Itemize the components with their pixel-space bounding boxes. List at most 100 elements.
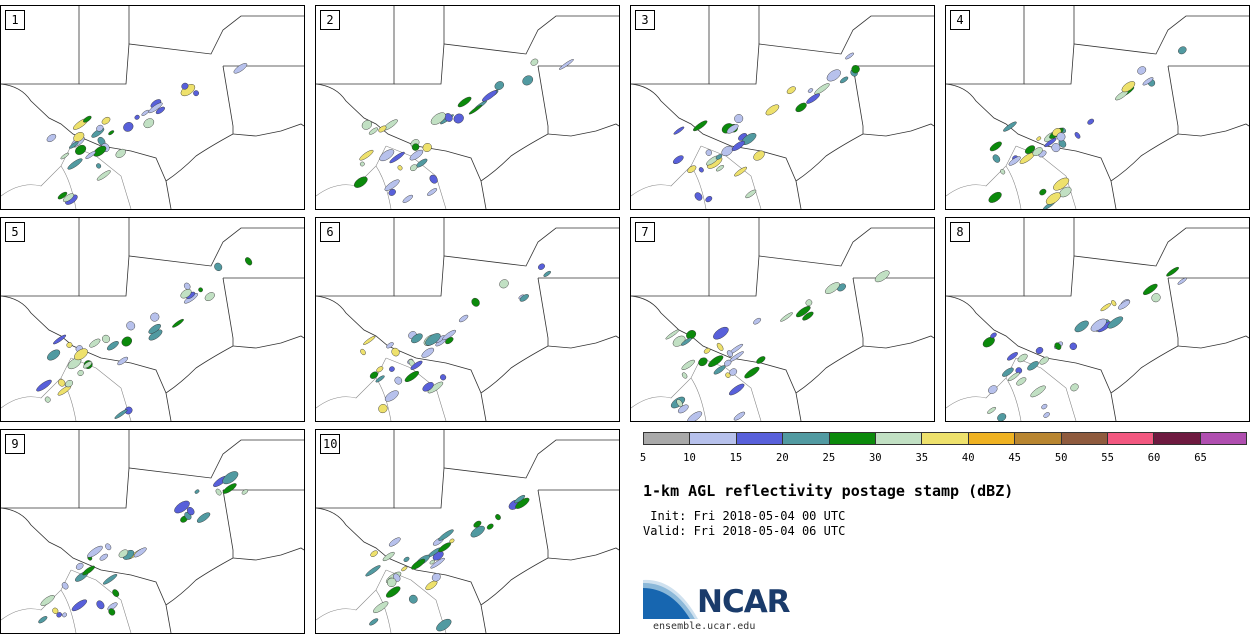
boundary-line xyxy=(547,335,619,349)
reflectivity-cell xyxy=(694,192,703,201)
colorbar-bin xyxy=(1200,433,1247,444)
reflectivity-cell xyxy=(686,330,697,340)
reflectivity-colorbar xyxy=(643,432,1247,445)
stamp-panel-1: 1 xyxy=(0,5,305,210)
colorbar-bin xyxy=(829,433,876,444)
reflectivity-cell xyxy=(470,525,485,538)
reflectivity-cell xyxy=(1121,81,1136,93)
boundary-line xyxy=(709,15,934,85)
reflectivity-cell xyxy=(117,356,129,366)
boundary-line xyxy=(232,547,304,561)
reflectivity-cell xyxy=(141,109,150,116)
boundary-line xyxy=(1177,123,1249,137)
reflectivity-cell xyxy=(988,385,998,394)
reflectivity-cell xyxy=(82,565,95,576)
reflectivity-cell xyxy=(744,366,760,379)
reflectivity-cell xyxy=(422,143,432,152)
reflectivity-cell xyxy=(427,381,444,394)
reflectivity-cell xyxy=(1051,143,1061,153)
reflectivity-cell xyxy=(353,176,368,188)
colorbar-tick-label: 10 xyxy=(683,452,696,464)
reflectivity-cell xyxy=(198,287,203,293)
boundary-line xyxy=(480,557,549,606)
reflectivity-cell xyxy=(359,161,365,167)
reflectivity-cell xyxy=(421,347,435,358)
county-line xyxy=(60,589,77,633)
reflectivity-cell xyxy=(359,149,374,161)
reflectivity-cell xyxy=(60,152,70,160)
county-line xyxy=(946,357,1017,409)
reflectivity-cell xyxy=(495,514,501,521)
ncar-logo-icon xyxy=(643,579,698,619)
reflectivity-cell xyxy=(233,63,248,74)
reflectivity-cell xyxy=(401,566,408,572)
boundary-line xyxy=(480,133,549,182)
reflectivity-cell xyxy=(384,179,400,191)
reflectivity-cell xyxy=(368,127,379,135)
map-area xyxy=(1,218,304,421)
reflectivity-cell xyxy=(222,471,239,485)
reflectivity-cell xyxy=(716,342,724,351)
reflectivity-cell xyxy=(733,411,746,421)
colorbar-bin xyxy=(644,433,691,444)
county-line xyxy=(1,145,72,197)
reflectivity-cell xyxy=(66,342,73,348)
reflectivity-cell xyxy=(425,333,441,346)
reflectivity-cell xyxy=(361,120,373,130)
colorbar-bin xyxy=(1015,433,1062,444)
reflectivity-cell xyxy=(204,292,215,302)
reflectivity-cell xyxy=(96,163,102,169)
reflectivity-cell xyxy=(458,314,469,323)
boundary-line xyxy=(631,83,802,209)
reflectivity-cell xyxy=(715,165,725,172)
reflectivity-cell xyxy=(403,556,410,562)
boundary-line xyxy=(480,345,549,394)
boundary-line xyxy=(547,123,619,137)
reflectivity-cell xyxy=(802,311,814,321)
reflectivity-cell xyxy=(438,529,454,541)
colorbar-bin xyxy=(922,433,969,444)
reflectivity-cell xyxy=(386,577,397,588)
county-line xyxy=(316,357,387,409)
reflectivity-cell xyxy=(389,151,405,164)
colorbar-tick-label: 30 xyxy=(868,452,882,464)
reflectivity-cell xyxy=(1142,77,1154,86)
colorbar-ticks: 5 10 15 20 25 30 35 40 45 50 55 60 65 xyxy=(640,452,1247,466)
reflectivity-cell xyxy=(806,93,820,104)
reflectivity-cell xyxy=(40,595,55,606)
county-line xyxy=(1015,145,1077,209)
colorbar-bin xyxy=(736,433,784,444)
reflectivity-cell xyxy=(77,369,84,377)
reflectivity-cell xyxy=(713,365,726,375)
ensemble-url: ensemble.ucar.edu xyxy=(653,621,756,632)
boundary-line xyxy=(316,295,487,421)
member-label: 6 xyxy=(320,222,340,242)
reflectivity-cell xyxy=(1070,383,1079,392)
boundary-line xyxy=(394,439,619,509)
reflectivity-cell xyxy=(52,607,59,614)
reflectivity-cell xyxy=(1107,316,1124,329)
boundary-line xyxy=(537,277,549,346)
colorbar-bin xyxy=(1107,433,1155,444)
reflectivity-cell xyxy=(1007,372,1020,382)
reflectivity-cell xyxy=(73,132,85,142)
county-line xyxy=(60,165,77,209)
reflectivity-cell xyxy=(681,359,695,371)
county-line xyxy=(316,145,387,197)
reflectivity-cell xyxy=(370,550,378,557)
member-label: 10 xyxy=(320,434,341,454)
reflectivity-cell xyxy=(106,341,119,351)
reflectivity-cell xyxy=(363,335,376,345)
member-label: 1 xyxy=(5,10,25,30)
boundary-line xyxy=(394,15,619,85)
reflectivity-cell xyxy=(430,557,445,569)
boundary-line xyxy=(232,123,304,137)
boundary-line xyxy=(1,507,172,633)
colorbar-tick-label: 60 xyxy=(1147,452,1161,464)
stamp-panel-7: 7 xyxy=(630,217,935,422)
boundary-line xyxy=(1110,345,1179,394)
reflectivity-cell xyxy=(724,359,732,367)
reflectivity-cell xyxy=(734,114,744,124)
reflectivity-cell xyxy=(107,602,118,611)
plot-title: 1-km AGL reflectivity postage stamp (dBZ… xyxy=(643,482,1014,500)
